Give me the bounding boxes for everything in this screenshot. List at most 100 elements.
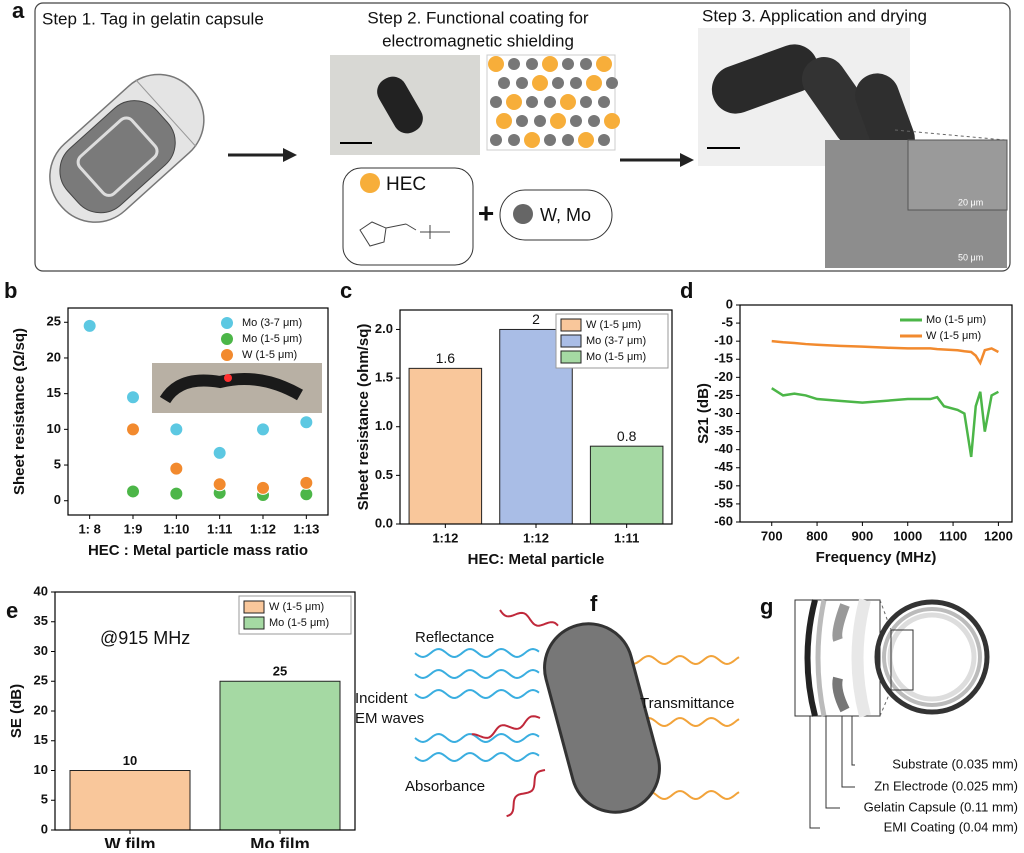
particle <box>598 134 610 146</box>
legend-label: Mo (1-5 μm) <box>926 314 986 326</box>
y-tick-label: -55 <box>714 495 733 510</box>
particle <box>578 132 594 148</box>
point <box>126 390 140 405</box>
step-title: Step 3. Application and drying <box>702 6 927 25</box>
particle <box>580 96 592 108</box>
step-title: Step 2. Functional coating for <box>367 8 588 27</box>
wave <box>499 609 559 627</box>
wave <box>506 769 546 818</box>
photo-strip <box>159 372 303 404</box>
step-title: electromagnetic shielding <box>382 31 574 50</box>
layer-label: EMI Coating (0.04 mm) <box>884 819 1018 834</box>
x-tick-label: Mo film <box>250 834 310 848</box>
sem-inset <box>907 139 1008 211</box>
point <box>299 475 314 490</box>
legend-label: W (1-5 μm) <box>586 319 641 331</box>
value-label: 2 <box>532 311 540 327</box>
y-tick-label: 10 <box>34 762 48 777</box>
arrow-head <box>680 153 694 167</box>
y-tick-label: -20 <box>714 369 733 384</box>
x-tick-label: 1:12 <box>250 521 276 536</box>
step-title: Step 1. Tag in gelatin capsule <box>42 9 264 28</box>
chemical-structure <box>359 221 450 247</box>
x-tick-label: 1:13 <box>293 521 319 536</box>
photo-capsule <box>855 73 915 161</box>
wave <box>471 715 541 739</box>
panel-label: f <box>590 591 598 616</box>
y-tick-label: 10 <box>47 421 61 436</box>
y-tick-label: -25 <box>714 387 733 402</box>
y-tick-label: 0.0 <box>375 515 393 530</box>
y-tick-label: 0 <box>41 821 48 836</box>
particle <box>544 96 556 108</box>
value-label: 0.8 <box>617 428 637 444</box>
particle <box>488 56 504 72</box>
y-axis-label: Sheet resistance (ohm/sq) <box>355 324 372 511</box>
particle <box>562 58 574 70</box>
panel-label: g <box>760 594 773 619</box>
y-tick-label: 0 <box>54 492 61 507</box>
particle <box>550 113 566 129</box>
particle <box>580 58 592 70</box>
panel-label: a <box>12 0 25 23</box>
photo-capsule <box>711 44 819 114</box>
particle <box>534 115 546 127</box>
legend-label: W (1-5 μm) <box>926 330 981 342</box>
y-axis-label: SE (dB) <box>8 684 25 738</box>
x-tick-label: 1200 <box>984 528 1013 543</box>
point <box>212 477 227 492</box>
x-tick-label: 700 <box>761 528 783 543</box>
hec-icon <box>360 173 380 193</box>
y-tick-label: 5 <box>41 792 48 807</box>
value-label: 10 <box>123 753 137 768</box>
plot-frame <box>67 307 329 516</box>
particle <box>570 77 582 89</box>
particle <box>562 134 574 146</box>
point <box>299 415 314 430</box>
wave <box>414 751 540 763</box>
wave-label: Reflectance <box>415 629 494 646</box>
x-tick-label: 1000 <box>893 528 922 543</box>
y-tick-label: 25 <box>34 673 48 688</box>
y-axis-label: Sheet resistance (Ω/sq) <box>11 328 28 495</box>
particle <box>490 96 502 108</box>
value-label: 1.6 <box>436 350 456 366</box>
y-tick-label: -5 <box>721 315 733 330</box>
metal-label: W, Mo <box>540 205 591 225</box>
y-tick-label: -50 <box>714 477 733 492</box>
particle <box>588 115 600 127</box>
x-tick-label: W film <box>105 834 156 848</box>
y-tick-label: -15 <box>714 351 733 366</box>
particle <box>542 56 558 72</box>
particle <box>524 132 540 148</box>
zoom-line <box>894 129 1006 141</box>
legend-label: Mo (1-5 μm) <box>269 617 329 629</box>
particle <box>598 96 610 108</box>
y-tick-label: 15 <box>47 385 61 400</box>
legend-swatch <box>243 616 265 630</box>
y-tick-label: -10 <box>714 333 733 348</box>
coated-capsule <box>543 622 661 814</box>
wave-label: Absorbance <box>405 778 485 795</box>
particle <box>498 77 510 89</box>
annotation: @915 MHz <box>100 628 190 648</box>
y-tick-label: 35 <box>34 613 48 628</box>
legend-swatch <box>560 334 582 348</box>
y-tick-label: 0.5 <box>375 467 393 482</box>
point <box>126 422 140 437</box>
panel-label: b <box>4 278 17 303</box>
particle <box>532 75 548 91</box>
x-tick-label: 1: 8 <box>78 521 100 536</box>
x-axis-label: HEC: Metal particle <box>468 551 605 568</box>
y-tick-label: -45 <box>714 459 733 474</box>
wave-label: EM waves <box>355 710 424 727</box>
point <box>126 484 140 499</box>
bar <box>408 367 483 525</box>
y-tick-label: 0 <box>726 296 733 311</box>
wave <box>414 668 540 680</box>
x-tick-label: 1:11 <box>614 530 639 545</box>
x-tick-label: 1:12 <box>432 530 458 545</box>
y-tick-label: -35 <box>714 423 733 438</box>
wave <box>414 732 540 744</box>
